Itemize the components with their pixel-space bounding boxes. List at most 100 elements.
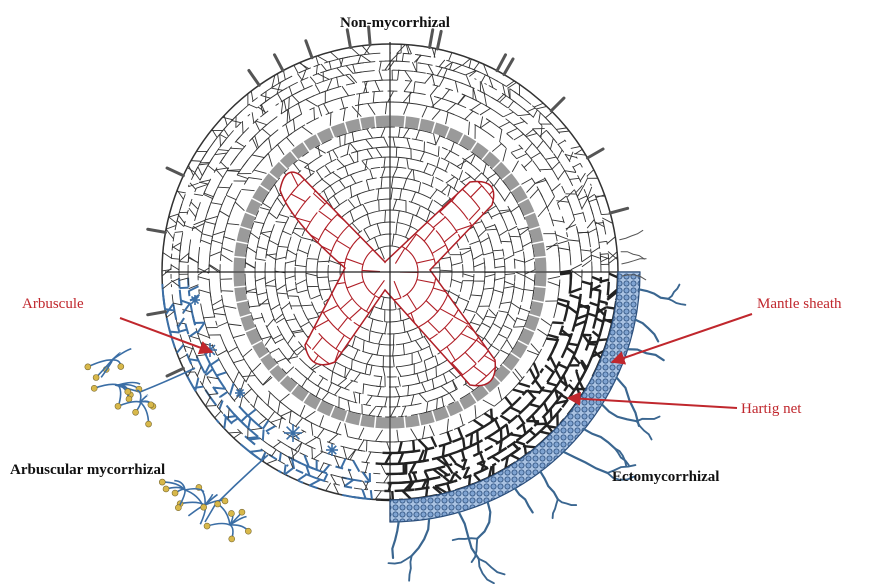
cell-wall: [347, 459, 361, 473]
root-hair: [495, 53, 507, 73]
cell-wall: [288, 301, 302, 310]
cell-wall: [281, 366, 295, 375]
hypha: [613, 447, 630, 466]
cell-wall: [247, 299, 260, 309]
cell-wall: [206, 376, 219, 384]
cell-wall: [502, 108, 519, 118]
cell-wall: [486, 225, 502, 244]
cell-wall: [411, 62, 433, 72]
cell-wall: [582, 177, 592, 188]
endodermis-wall: [457, 133, 465, 145]
cell-wall: [556, 123, 568, 130]
endodermis-wall: [417, 117, 422, 130]
cell-wall: [479, 81, 487, 92]
cell-wall: [392, 166, 407, 178]
cell-wall: [380, 166, 394, 178]
arbuscule-branch: [229, 515, 247, 526]
cell-wall: [437, 146, 448, 157]
cell-wall: [510, 144, 524, 153]
cell-wall: [290, 377, 308, 388]
cell-wall: [360, 52, 381, 63]
cell-wall: [385, 406, 397, 418]
endodermis-wall: [268, 363, 279, 373]
root-hair: [608, 206, 630, 215]
cell-wall: [473, 460, 489, 476]
cell-wall: [235, 127, 250, 148]
cell-wall: [472, 442, 484, 458]
cell-wall: [291, 85, 313, 104]
cell-wall: [481, 399, 495, 416]
cell-wall: [398, 405, 407, 418]
cell-wall: [419, 150, 438, 162]
cell-wall: [349, 137, 372, 152]
cell-wall: [298, 67, 311, 81]
cell-wall: [263, 129, 279, 151]
cell-wall: [296, 238, 309, 255]
cell-wall: [366, 333, 384, 345]
cell-wall: [522, 241, 535, 258]
cell-wall: [478, 305, 490, 320]
arbuscule-branch: [217, 503, 231, 526]
spore: [214, 500, 221, 508]
cell-wall: [212, 386, 226, 395]
arbuscule-label: Arbuscule: [22, 296, 84, 312]
cell-wall: [286, 236, 297, 256]
cell-wall: [464, 109, 479, 120]
hypha: [621, 274, 647, 281]
cell-wall: [484, 418, 503, 441]
cell-wall: [464, 419, 485, 438]
cell-wall: [501, 396, 514, 416]
cell-wall: [304, 472, 329, 483]
cell-wall: [416, 279, 435, 309]
cell-wall: [356, 189, 375, 206]
cell-wall: [176, 172, 186, 194]
cell-wall: [297, 473, 308, 484]
hypha: [613, 447, 628, 467]
spore: [238, 508, 246, 516]
cell-wall: [335, 73, 350, 88]
cell-wall: [252, 118, 261, 132]
cell-wall: [551, 161, 568, 175]
cell-wall: [575, 185, 587, 194]
hypha: [391, 520, 400, 560]
endodermis-wall: [534, 285, 547, 289]
cell-wall: [189, 198, 199, 210]
cell-wall: [392, 136, 411, 148]
cell-wall: [255, 110, 269, 126]
cell-wall: [277, 464, 287, 475]
spore: [158, 478, 166, 486]
spore: [162, 485, 170, 493]
cell-wall: [323, 455, 340, 468]
cell-wall: [199, 380, 218, 399]
hypha: [387, 554, 413, 565]
cell-wall: [275, 100, 284, 114]
endodermis-wall: [289, 150, 299, 161]
cell-wall: [206, 330, 221, 339]
cell-wall: [380, 386, 400, 398]
cell-wall: [265, 425, 276, 435]
endodermis-wall: [501, 171, 512, 181]
cell-wall: [601, 215, 615, 232]
cell-wall: [579, 172, 588, 182]
cell-wall: [518, 389, 540, 415]
cell-wall: [193, 188, 204, 196]
cell-wall: [431, 166, 448, 177]
cell-wall: [232, 190, 245, 211]
cell-wall: [418, 300, 440, 328]
hypha: [457, 511, 480, 560]
cell-wall: [402, 177, 420, 190]
cell-wall: [510, 302, 522, 315]
arbuscule: [292, 432, 300, 440]
cell-wall: [287, 81, 298, 96]
cell-wall: [506, 433, 523, 449]
cell-wall: [293, 63, 299, 74]
cell-wall: [185, 353, 199, 365]
arbuscule: [331, 445, 337, 451]
cell-wall: [346, 404, 363, 415]
cell-wall: [389, 396, 401, 408]
cell-wall: [161, 283, 175, 315]
cell-wall: [341, 488, 367, 500]
hypha: [204, 454, 269, 523]
endodermis-wall: [329, 126, 336, 139]
cell-wall: [265, 347, 279, 355]
